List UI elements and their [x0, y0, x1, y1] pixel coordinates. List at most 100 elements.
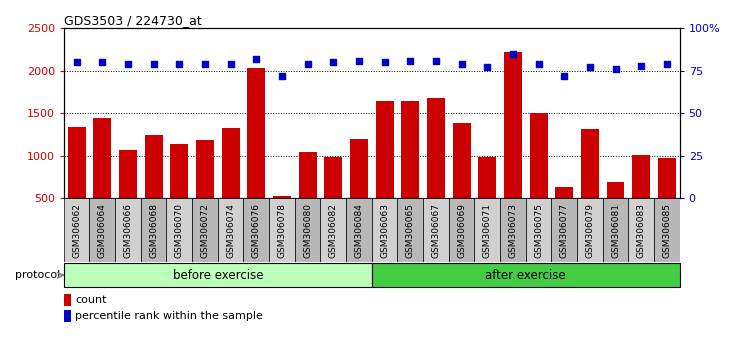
Bar [581, 130, 599, 198]
Text: GSM306080: GSM306080 [303, 203, 312, 258]
Bar [299, 152, 317, 198]
Bar [427, 98, 445, 198]
Text: GSM306072: GSM306072 [201, 203, 210, 258]
Bar [632, 155, 650, 198]
Bar [324, 158, 342, 198]
Bar [196, 141, 214, 198]
Bar [192, 198, 218, 262]
Bar [247, 68, 265, 198]
Bar [526, 198, 551, 262]
Bar [170, 144, 189, 198]
Bar [401, 101, 419, 198]
Text: GSM306084: GSM306084 [354, 203, 363, 258]
Point [173, 61, 185, 67]
Text: before exercise: before exercise [173, 269, 263, 282]
Point [379, 59, 391, 65]
Bar [504, 52, 522, 198]
Bar [555, 187, 573, 198]
Text: GSM306076: GSM306076 [252, 203, 261, 258]
Bar [423, 198, 449, 262]
Bar [294, 198, 321, 262]
Bar [141, 198, 167, 262]
Text: percentile rank within the sample: percentile rank within the sample [75, 311, 263, 321]
Text: GSM306064: GSM306064 [98, 203, 107, 258]
Text: GSM306081: GSM306081 [611, 203, 620, 258]
Point [353, 58, 365, 63]
Text: GSM306074: GSM306074 [226, 203, 235, 258]
Text: GSM306062: GSM306062 [72, 203, 81, 258]
Bar [602, 198, 629, 262]
Bar [64, 310, 71, 322]
Bar [397, 198, 423, 262]
Point [661, 61, 673, 67]
Bar [453, 124, 471, 198]
Point [635, 63, 647, 69]
Bar [654, 198, 680, 262]
Point [481, 64, 493, 70]
Point [327, 59, 339, 65]
Bar [167, 198, 192, 262]
Text: GSM306078: GSM306078 [277, 203, 286, 258]
Bar [478, 158, 496, 198]
Bar [475, 198, 500, 262]
Point [122, 61, 134, 67]
Point [404, 58, 416, 63]
Point [430, 58, 442, 63]
Bar [372, 263, 680, 287]
Bar [577, 198, 603, 262]
Bar [551, 198, 577, 262]
Bar [629, 198, 654, 262]
Point [225, 61, 237, 67]
Point [532, 61, 544, 67]
Bar [449, 198, 475, 262]
Bar [89, 198, 115, 262]
Point [276, 73, 288, 79]
Text: GSM306066: GSM306066 [123, 203, 132, 258]
Text: GDS3503 / 224730_at: GDS3503 / 224730_at [64, 14, 201, 27]
Text: GSM306065: GSM306065 [406, 203, 415, 258]
Bar [93, 118, 111, 198]
Text: protocol: protocol [15, 270, 60, 280]
Text: GSM306070: GSM306070 [175, 203, 184, 258]
Point [456, 61, 468, 67]
Bar [607, 182, 625, 198]
Text: GSM306077: GSM306077 [559, 203, 569, 258]
Point [558, 73, 570, 79]
Bar [243, 198, 269, 262]
Point [199, 61, 211, 67]
Text: GSM306085: GSM306085 [662, 203, 671, 258]
Text: GSM306069: GSM306069 [457, 203, 466, 258]
Bar [269, 198, 294, 262]
Text: count: count [75, 295, 107, 305]
Text: GSM306068: GSM306068 [149, 203, 158, 258]
Text: GSM306079: GSM306079 [585, 203, 594, 258]
Bar [346, 198, 372, 262]
Point [507, 51, 519, 57]
Point [71, 59, 83, 65]
Bar [529, 113, 547, 198]
Bar [350, 139, 368, 198]
Point [96, 59, 108, 65]
Text: after exercise: after exercise [485, 269, 566, 282]
Bar [658, 158, 676, 198]
Bar [64, 294, 71, 306]
Text: GSM306083: GSM306083 [637, 203, 646, 258]
Text: GSM306082: GSM306082 [329, 203, 338, 258]
Bar [372, 198, 397, 262]
Text: GSM306071: GSM306071 [483, 203, 492, 258]
Text: GSM306073: GSM306073 [508, 203, 517, 258]
Point [610, 66, 622, 72]
Point [250, 56, 262, 62]
Point [302, 61, 314, 67]
Bar [273, 196, 291, 198]
Text: GSM306063: GSM306063 [380, 203, 389, 258]
Bar [119, 150, 137, 198]
Bar [500, 198, 526, 262]
Bar [64, 263, 372, 287]
Bar [222, 128, 240, 198]
Bar [218, 198, 243, 262]
Bar [321, 198, 346, 262]
Text: GSM306075: GSM306075 [534, 203, 543, 258]
Bar [115, 198, 141, 262]
Text: GSM306067: GSM306067 [431, 203, 440, 258]
